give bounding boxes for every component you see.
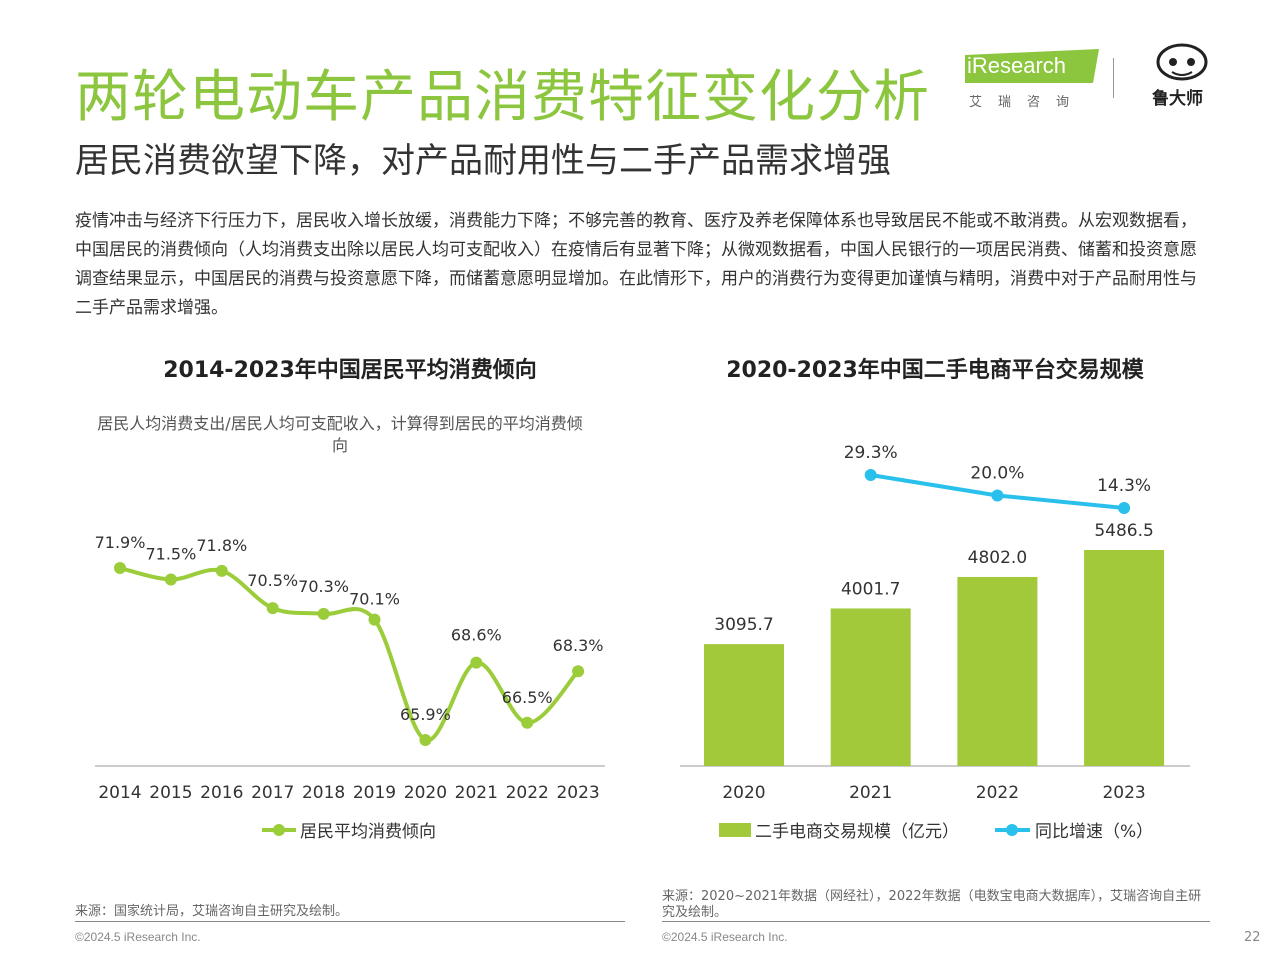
x-tick-label: 2023 xyxy=(1102,783,1145,803)
growth-label: 14.3% xyxy=(1097,476,1151,496)
data-point xyxy=(317,607,330,620)
growth-label: 20.0% xyxy=(970,463,1024,483)
left-chart-title: 2014-2023年中国居民平均消费倾向 xyxy=(163,358,537,383)
bar-value-label: 4802.0 xyxy=(968,548,1027,568)
page-number: 22 xyxy=(1244,930,1261,945)
source-note-right: 来源：2020~2021年数据（网经社），2022年数据（电数宝电商大数据库），… xyxy=(662,889,1202,920)
copyright-left: ©2024.5 iResearch Inc. xyxy=(75,930,201,944)
growth-label: 29.3% xyxy=(844,443,898,463)
legend-label: 二手电商交易规模（亿元） xyxy=(755,822,959,842)
x-tick-label: 2022 xyxy=(506,783,549,803)
legend-label: 居民平均消费倾向 xyxy=(300,822,436,842)
x-tick-label: 2020 xyxy=(404,783,447,803)
data-point xyxy=(215,564,228,577)
data-point xyxy=(368,613,381,626)
logo-divider xyxy=(1113,58,1114,98)
data-label: 71.5% xyxy=(145,544,196,563)
bar-value-label: 3095.7 xyxy=(714,615,773,635)
data-label: 66.5% xyxy=(502,688,553,707)
right-chart-title: 2020-2023年中国二手电商平台交易规模 xyxy=(726,358,1144,383)
left-chart-note: 居民人均消费支出/居民人均可支配收入，计算得到居民的平均消费倾向 xyxy=(97,414,583,455)
x-tick-label: 2017 xyxy=(251,783,294,803)
bar xyxy=(957,576,1038,766)
growth-point xyxy=(991,489,1004,502)
x-tick-label: 2021 xyxy=(455,783,498,803)
iresearch-logo: iResearch 艾瑞咨询 xyxy=(965,45,1105,115)
data-point xyxy=(521,716,534,729)
legend-bar-swatch xyxy=(719,823,751,837)
growth-point xyxy=(864,469,877,481)
data-point xyxy=(114,562,126,574)
luda-logo: 鲁大师 xyxy=(1148,42,1218,112)
legend-label: 同比增速（%） xyxy=(1035,822,1153,842)
bar xyxy=(830,608,911,766)
bar-value-label: 4001.7 xyxy=(841,579,900,599)
x-tick-label: 2018 xyxy=(302,783,345,803)
data-point xyxy=(266,602,279,615)
x-tick-label: 2014 xyxy=(98,783,141,803)
x-tick-label: 2016 xyxy=(200,783,243,803)
data-point xyxy=(419,734,432,746)
data-label: 71.8% xyxy=(196,536,247,555)
bar xyxy=(704,644,784,766)
iresearch-logo-cn: 艾瑞咨询 xyxy=(969,95,1086,110)
bar-value-label: 5486.5 xyxy=(1094,521,1153,541)
footer-divider-right xyxy=(662,921,1210,922)
x-tick-label: 2019 xyxy=(353,783,396,803)
luda-logo-text: 鲁大师 xyxy=(1152,89,1203,109)
legend-marker xyxy=(1006,824,1018,836)
left-line-chart: 71.9% 2014 71.5% 2015 71.8% 2016 70.5% 2017 70.3… xyxy=(95,533,605,842)
data-label: 68.3% xyxy=(553,636,604,655)
data-label: 65.9% xyxy=(400,705,451,724)
footer-divider-left xyxy=(75,921,625,922)
data-point xyxy=(572,665,585,678)
growth-point xyxy=(1118,502,1131,514)
bar xyxy=(1084,550,1165,766)
x-tick-label: 2021 xyxy=(849,783,892,803)
data-label: 70.3% xyxy=(298,577,349,596)
luda-face-icon xyxy=(1156,43,1208,81)
data-point xyxy=(470,656,483,669)
legend-marker xyxy=(273,824,285,836)
x-tick-label: 2022 xyxy=(976,783,1019,803)
body-paragraph: 疫情冲击与经济下行压力下，居民收入增长放缓，消费能力下降；不够完善的教育、医疗及… xyxy=(75,211,1197,318)
x-tick-label: 2023 xyxy=(556,783,599,803)
data-label: 70.1% xyxy=(349,590,400,609)
data-point xyxy=(164,573,177,586)
data-label: 70.5% xyxy=(247,571,298,590)
iresearch-logo-badge-icon xyxy=(965,49,1099,83)
source-note-left: 来源：国家统计局，艾瑞咨询自主研究及绘制。 xyxy=(75,904,349,919)
page-subtitle: 居民消费欲望下降，对产品耐用性与二手产品需求增强 xyxy=(75,141,891,181)
copyright-right: ©2024.5 iResearch Inc. xyxy=(662,930,788,944)
x-tick-label: 2020 xyxy=(722,783,765,803)
data-label: 68.6% xyxy=(451,626,502,645)
page-title: 两轮电动车产品消费特征变化分析 xyxy=(75,65,930,130)
x-tick-label: 2015 xyxy=(149,783,192,803)
iresearch-logo-wordmark: iResearch xyxy=(967,53,1067,78)
data-label: 71.9% xyxy=(95,533,146,552)
